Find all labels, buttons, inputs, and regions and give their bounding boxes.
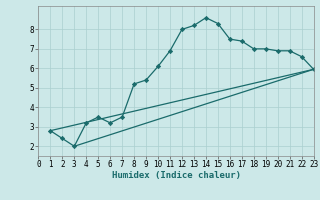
X-axis label: Humidex (Indice chaleur): Humidex (Indice chaleur) — [111, 171, 241, 180]
